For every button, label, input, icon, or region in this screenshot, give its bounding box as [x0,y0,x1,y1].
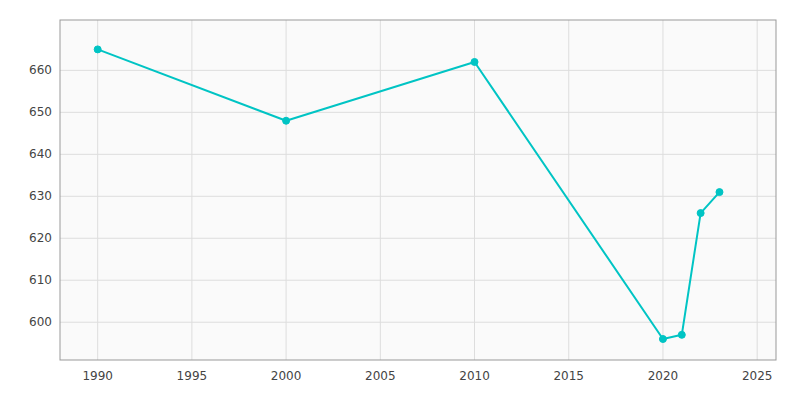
y-tick-label: 600 [29,315,52,329]
x-grid-line [380,20,381,360]
y-tick-label: 620 [29,231,52,245]
y-grid-line [60,154,776,155]
x-grid-line [662,20,663,360]
y-tick-label: 610 [29,273,52,287]
x-grid-line [757,20,758,360]
y-tick-label: 640 [29,147,52,161]
data-point [697,210,704,217]
data-point [678,331,685,338]
x-grid-line [97,20,98,360]
x-tick-label: 1990 [82,369,113,383]
chart-container: 600 610 620 630 640 650 660 1990 1995 2000 2005 201… [0,0,800,400]
x-grid-line [568,20,569,360]
x-tick-label: 2020 [648,369,679,383]
data-point [283,117,290,124]
x-grid-line [286,20,287,360]
x-tick-label: 2010 [459,369,490,383]
data-line [98,49,720,339]
y-tick-label: 660 [29,63,52,77]
y-grid-line [60,196,776,197]
data-point [716,189,723,196]
data-layer [94,46,723,343]
plot-frame [60,20,776,360]
y-grid-line [60,238,776,239]
grid [60,20,776,360]
y-tick-label: 650 [29,105,52,119]
x-tick-label: 2015 [553,369,584,383]
x-tick-label: 2005 [365,369,396,383]
data-point [471,58,478,65]
y-grid-line [60,70,776,71]
x-tick-label: 2000 [271,369,302,383]
y-tick-label: 630 [29,189,52,203]
data-point [659,336,666,343]
x-tick-label: 2025 [742,369,773,383]
y-grid-line [60,280,776,281]
y-grid-line [60,322,776,323]
data-point [94,46,101,53]
x-tick-label: 1995 [177,369,208,383]
chart-svg: 600 610 620 630 640 650 660 1990 1995 2000 2005 201… [0,0,800,400]
plot-background [60,20,776,360]
y-grid-line [60,112,776,113]
x-grid-line [474,20,475,360]
x-grid-line [191,20,192,360]
